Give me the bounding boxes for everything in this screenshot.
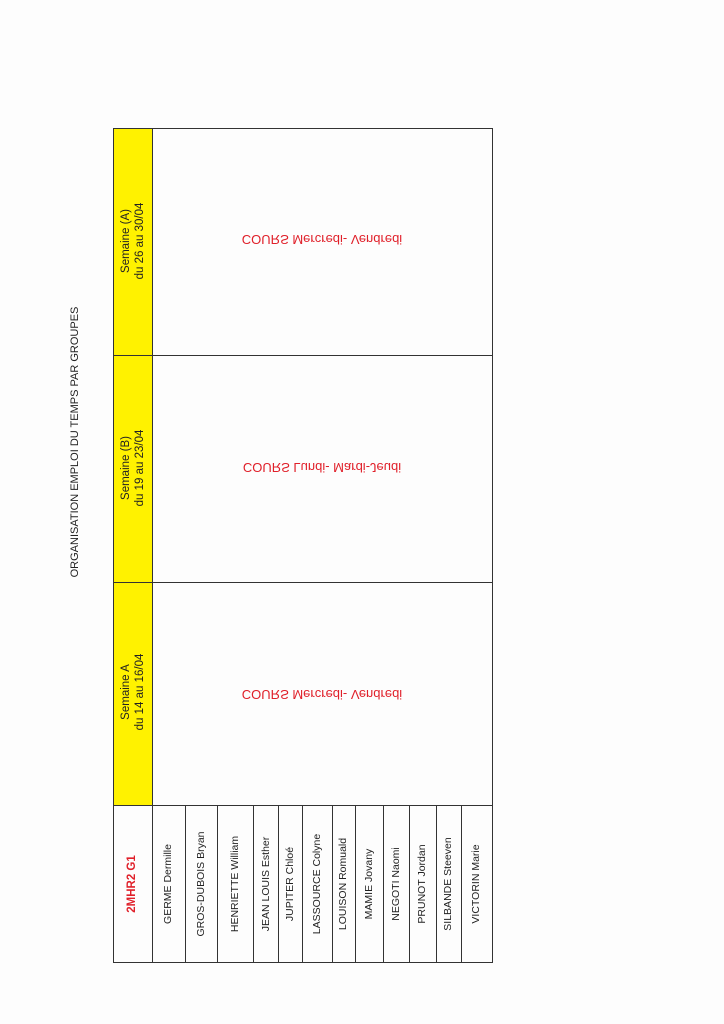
student-name: LASSOURCE Colyne	[311, 833, 323, 935]
week-2-courses: COURS Lundi- Mardi-Jeudi	[242, 460, 402, 475]
week-1-courses: COURS Mercredi- Vendredi	[241, 687, 403, 702]
table-grid-line	[113, 805, 493, 807]
student-name: GROS-DUBOIS Bryan	[195, 831, 207, 937]
week-1-label: Semaine A	[120, 664, 132, 720]
week-2-dates: du 19 au 23/04	[134, 429, 146, 507]
table-grid-line	[332, 805, 333, 963]
student-name: LOUISON Romuald	[337, 837, 349, 931]
student-name: MAMIE Jovany	[363, 848, 375, 920]
student-name: GERME Dermille	[162, 844, 174, 924]
student-name: JUPITER Chloé	[284, 846, 296, 922]
table-grid-line	[185, 805, 186, 963]
week-3-dates: du 26 au 30/04	[134, 202, 146, 280]
student-name: JEAN LOUIS Esther	[260, 836, 272, 932]
week-2-label: Semaine (B)	[120, 436, 132, 500]
table-grid-line	[113, 582, 493, 584]
document-title: ORGANISATION EMPLOI DU TEMPS PAR GROUPES	[69, 306, 81, 578]
student-name: VICTORIN Marie	[470, 844, 482, 924]
group-label: 2MHR2 G1	[126, 855, 138, 913]
week-1-dates: du 14 au 16/04	[134, 653, 146, 731]
student-name: PRUNOT Jordan	[416, 844, 428, 924]
table-grid-line	[492, 128, 494, 963]
table-grid-line	[409, 805, 410, 963]
week-header-3: Semaine (A) du 26 au 30/04	[115, 128, 151, 354]
table-grid-line	[302, 805, 303, 963]
table-grid-line	[355, 805, 356, 963]
week-3-label: Semaine (A)	[120, 209, 132, 273]
table-grid-line	[461, 805, 462, 963]
table-grid-line	[152, 128, 154, 963]
table-grid-line	[113, 128, 115, 963]
student-name: SILBANDE Steeven	[442, 837, 454, 931]
student-name: NEGOTI Naomi	[390, 847, 402, 921]
table-grid-line	[253, 805, 254, 963]
week-3-courses: COURS Mercredi- Vendredi	[241, 232, 403, 247]
table-grid-line	[217, 805, 218, 963]
student-name: HENRIETTE William	[229, 835, 241, 933]
table-grid-line	[113, 128, 493, 130]
week-header-2: Semaine (B) du 19 au 23/04	[115, 355, 151, 581]
week-header-bg	[113, 128, 152, 805]
table-grid-line	[113, 962, 493, 964]
table-grid-line	[436, 805, 437, 963]
week-header-1: Semaine A du 14 au 16/04	[115, 583, 151, 801]
table-grid-line	[113, 355, 493, 357]
table-grid-line	[383, 805, 384, 963]
table-grid-line	[278, 805, 279, 963]
